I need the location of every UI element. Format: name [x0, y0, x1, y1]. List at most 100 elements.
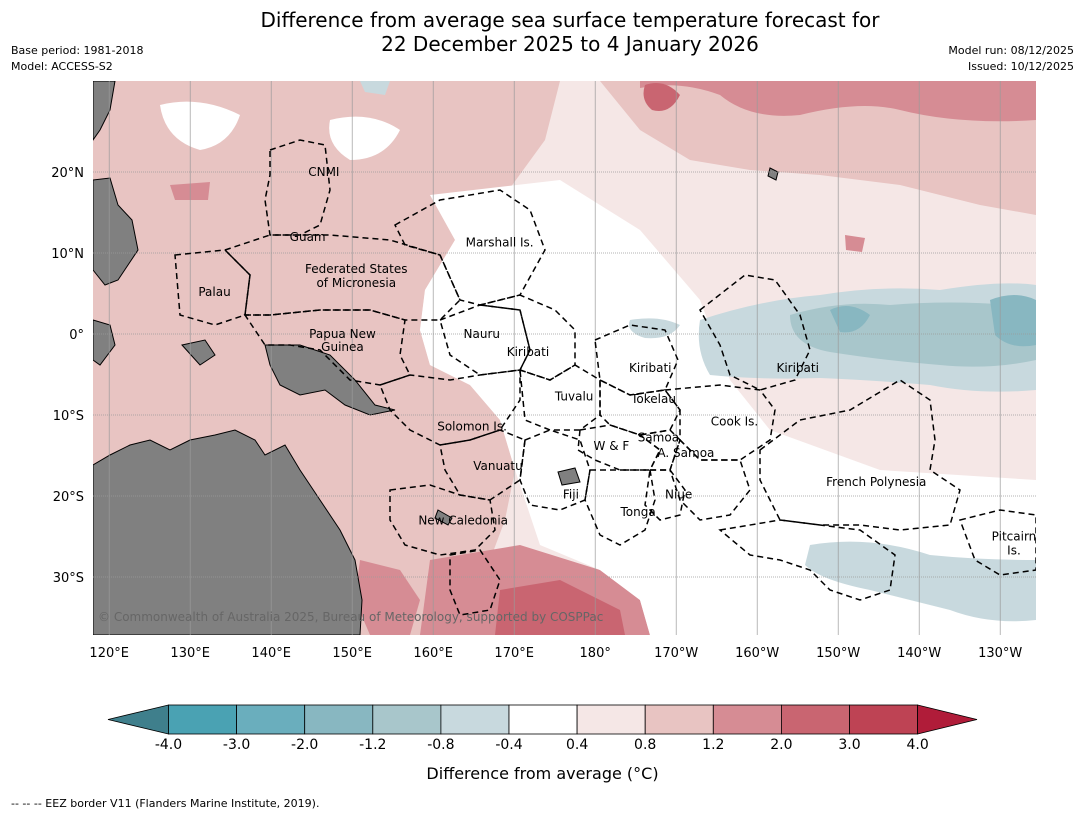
- latitude-labels: 20°N 10°N 0° 10°S 20°S 30°S: [51, 166, 84, 586]
- region-label: Kiribati: [507, 345, 549, 359]
- title-line-2: 22 December 2025 to 4 January 2026: [381, 32, 759, 56]
- title-line-1: Difference from average sea surface temp…: [260, 8, 880, 32]
- region-label: Cook Is.: [711, 414, 758, 428]
- colorbar-tick-label: 1.2: [702, 737, 725, 753]
- colorbar-tick-label: -2.0: [291, 737, 319, 753]
- colorbar-segment: [849, 704, 918, 735]
- colorbar-segment: [644, 704, 714, 735]
- region-label: Guam: [290, 230, 326, 244]
- eez-borders: [174, 139, 1036, 616]
- issued-date: Issued: 10/12/2025: [967, 60, 1074, 73]
- region-label: Samoa: [638, 431, 679, 445]
- meta-right: Model run: 08/12/2025 Issued: 10/12/2025: [948, 43, 1074, 75]
- region-label: W & F: [594, 439, 630, 453]
- colorbar-tick-label: -0.4: [495, 737, 523, 753]
- base-period: Base period: 1981-2018: [11, 44, 144, 57]
- region-label: Solomon Is.: [437, 419, 507, 433]
- latitude-tick-label: 10°N: [51, 247, 84, 262]
- region-label: Vanuatu: [473, 459, 523, 473]
- neutral-patch-3: [560, 320, 660, 400]
- region-label: Niue: [665, 487, 692, 501]
- region-label: A. Samoa: [657, 446, 714, 460]
- philippines-land: [93, 177, 139, 286]
- longitude-tick-label: 120°E: [89, 646, 129, 661]
- longitude-tick-label: 170°W: [654, 646, 698, 661]
- colorbar-tick-label: -3.0: [222, 737, 251, 753]
- region-label: Is.: [1007, 543, 1021, 557]
- region-label: Palau: [198, 285, 230, 299]
- warm-core-south: [495, 580, 625, 635]
- warm-patch-tasman: [355, 560, 420, 635]
- region-label: Pitcairn: [992, 530, 1037, 544]
- meta-left: Base period: 1981-2018 Model: ACCESS-S2: [11, 43, 143, 75]
- colorbar-tick-label: 2.0: [770, 737, 793, 753]
- longitude-tick-label: 150°W: [816, 646, 860, 661]
- anomaly-field: [93, 81, 1036, 635]
- region-label: Tokelau: [630, 392, 676, 406]
- colorbar-extend-high: [917, 704, 978, 735]
- graticule: [93, 81, 1036, 635]
- longitude-tick-label: 130°E: [170, 646, 210, 661]
- model-name: Model: ACCESS-S2: [11, 60, 113, 73]
- region-label: of Micronesia: [316, 276, 396, 290]
- region-label: Tonga: [620, 505, 656, 519]
- footer-note: -- -- -- EEZ border V11 (Flanders Marine…: [11, 797, 320, 810]
- longitude-labels: 120°E 130°E 140°E 150°E 160°E 170°E 180° 170°W 1…: [89, 646, 1022, 661]
- longitude-tick-label: 140°W: [897, 646, 941, 661]
- region-label: Fiji: [563, 487, 579, 501]
- eez-tokelau: [599, 378, 681, 436]
- eez-vanuatu: [439, 429, 526, 501]
- region-label: Kiribati: [776, 361, 818, 375]
- neutral-region-east: [420, 180, 1036, 635]
- eez-niue: [644, 469, 686, 521]
- eez-kiribati-e: [699, 274, 811, 391]
- colorbar-ticks: -4.0 -3.0 -2.0 -1.2 -0.8 -0.4 0.4 0.8 1.2 2.0 3.0 4…: [0, 737, 1085, 757]
- region-label: Nauru: [464, 327, 500, 341]
- eez-cook-s: [669, 438, 751, 521]
- colorbar-segment: [712, 704, 782, 735]
- latitude-tick-label: 10°S: [53, 409, 84, 424]
- cool-core-1: [830, 306, 870, 333]
- copyright-text: © Commonwealth of Australia 2025, Bureau…: [98, 610, 603, 624]
- eez-kiribati-w: [479, 294, 576, 381]
- region-label: Tuvalu: [554, 389, 594, 403]
- colorbar-tick-label: 0.4: [565, 737, 589, 753]
- region-label: CNMI: [308, 165, 339, 179]
- eez-pitcairn: [959, 509, 1036, 576]
- fiji-land: [557, 467, 581, 486]
- colorbar-tick-label: 0.8: [634, 737, 657, 753]
- region-label: New Caledonia: [418, 513, 508, 527]
- warm-core-north: [643, 82, 680, 111]
- colorbar-tick-label: 4.0: [906, 737, 929, 753]
- latitude-tick-label: 20°S: [53, 490, 84, 505]
- eez-cook-n: [663, 384, 776, 461]
- colorbar: [107, 704, 978, 735]
- colorbar-segment: [440, 704, 510, 735]
- colorbar-segment: [781, 704, 850, 735]
- region-label: Federated States: [305, 262, 407, 276]
- colorbar-segment: [508, 704, 578, 735]
- region-label: French Polynesia: [826, 475, 926, 489]
- colorbar-tick-label: -0.8: [427, 737, 455, 753]
- map-title: Difference from average sea surface temp…: [0, 8, 1085, 56]
- colorbar-tick-label: -4.0: [154, 737, 183, 753]
- eez-norfolk: [449, 549, 501, 616]
- eez-cnmi-guam: [264, 139, 331, 236]
- colorbar-segment: [168, 704, 237, 735]
- colorbar-segment: [576, 704, 646, 735]
- region-label: Papua New: [309, 327, 376, 341]
- latitude-tick-label: 0°: [69, 328, 84, 343]
- longitude-tick-label: 160°W: [735, 646, 779, 661]
- warm-patch-central: [845, 235, 865, 252]
- region-label: Guinea: [321, 340, 364, 354]
- australia-land: [93, 429, 363, 635]
- longitude-tick-label: 180°: [580, 646, 611, 661]
- eez-french-polynesia: [759, 379, 961, 531]
- latitude-tick-label: 20°N: [51, 166, 84, 181]
- colorbar-extend-low: [107, 704, 169, 735]
- model-run: Model run: 08/12/2025: [948, 44, 1074, 57]
- region-label: Kiribati: [629, 361, 671, 375]
- longitude-tick-label: 160°E: [413, 646, 453, 661]
- cool-core-2: [990, 295, 1036, 347]
